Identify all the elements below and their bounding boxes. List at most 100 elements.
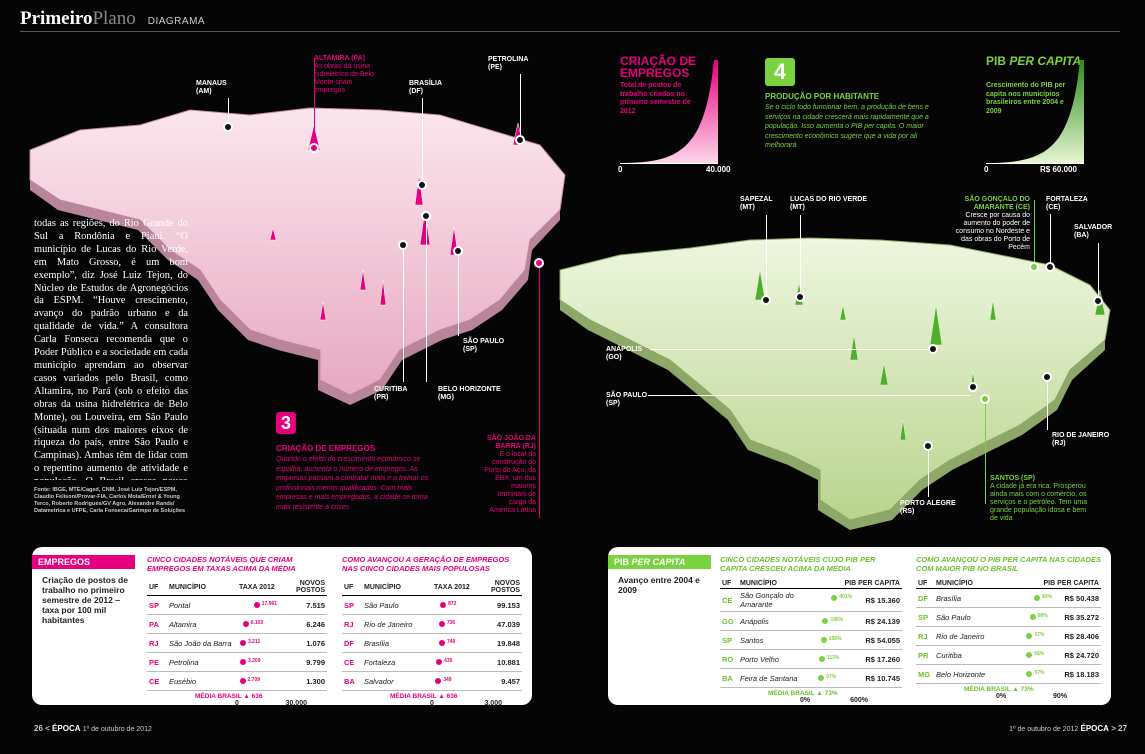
city-cell: Feira de Santana bbox=[738, 668, 814, 688]
table-row: RJ Rio de Janeiro 736 47.039 bbox=[342, 614, 522, 634]
section-label: DIAGRAMA bbox=[147, 16, 206, 27]
table2-title: COMO AVANÇOU A GERAÇÃO DE EMPREGOS NAS C… bbox=[342, 555, 510, 573]
table-row: RJ Rio de Janeiro 57% R$ 28.406 bbox=[916, 626, 1101, 646]
marker-manaus[interactable] bbox=[223, 122, 233, 132]
pct-dot bbox=[1026, 633, 1033, 639]
marker-petrolina[interactable] bbox=[515, 135, 525, 145]
label-salvador: SALVADOR (BA) bbox=[1074, 224, 1113, 240]
label-rio-de-janeiro: RIO DE JANEIRO (RJ) bbox=[1052, 432, 1110, 448]
city-cell: Eusébio bbox=[167, 671, 237, 691]
sources: Fonte: IBGE, MTE/Caged, CNM, José Luiz T… bbox=[34, 487, 185, 514]
marker-porto-alegre[interactable] bbox=[923, 441, 933, 451]
uf-cell: BA bbox=[720, 668, 738, 688]
pct-dot bbox=[1029, 614, 1036, 620]
pct-label: 195% bbox=[830, 617, 844, 623]
label-anapolis: ANÁPOLIS (GO) bbox=[606, 346, 643, 362]
pct-dot bbox=[818, 675, 825, 681]
empregos-desc: Criação de postos de trabalho no primeir… bbox=[42, 575, 128, 625]
uf-cell: RO bbox=[720, 649, 738, 669]
marker-sao-paulo-pib[interactable] bbox=[968, 382, 978, 392]
jobs-cell: 6.246 bbox=[277, 614, 327, 634]
city-cell: Belo Horizonte bbox=[934, 664, 1010, 684]
step-4-text: Se o ciclo todo funcionar bem, a produçã… bbox=[765, 104, 929, 149]
label-santos: SANTOS (SP) A cidade já era rica. Prospe… bbox=[990, 475, 1088, 523]
rate-label: 749 bbox=[446, 639, 456, 645]
uf-cell: MG bbox=[916, 664, 934, 684]
rate-label: 17.961 bbox=[261, 601, 278, 607]
pct-cell: 401% bbox=[814, 588, 854, 612]
marker-sao-goncalo[interactable] bbox=[1029, 262, 1039, 272]
uf-cell: PE bbox=[147, 652, 167, 672]
city-cell: São Paulo bbox=[362, 595, 432, 615]
jobs-cell: 10.881 bbox=[472, 652, 522, 672]
pib-table2-title: COMO AVANÇOU O PIB PER CAPITA NAS CIDADE… bbox=[916, 555, 1101, 573]
rate-dot bbox=[438, 621, 445, 627]
marker-lucas-do-rio-verde[interactable] bbox=[795, 292, 805, 302]
step-3-text: Quando o efeito do crescimento econômico… bbox=[276, 456, 429, 511]
pct-cell: 83% bbox=[1010, 588, 1052, 608]
jobs-cell: 99.153 bbox=[472, 595, 522, 615]
city-cell: Curitiba bbox=[934, 645, 1010, 665]
rate-dot bbox=[239, 659, 246, 665]
marker-fortaleza[interactable] bbox=[1045, 262, 1055, 272]
table-row: SP Santos 156% R$ 54.055 bbox=[720, 630, 902, 650]
pct-cell: 56% bbox=[1010, 645, 1050, 665]
pct-dot bbox=[1026, 671, 1033, 677]
rate-label: 3.209 bbox=[247, 658, 261, 664]
city-cell: Fortaleza bbox=[362, 652, 432, 672]
pib-value-cell: R$ 24.720 bbox=[1050, 645, 1101, 665]
rate-cell: 872 bbox=[432, 595, 472, 615]
label-sao-paulo-jobs: SÃO PAULO (SP) bbox=[463, 338, 505, 354]
marker-anapolis[interactable] bbox=[928, 344, 938, 354]
marker-curitiba[interactable] bbox=[398, 240, 408, 250]
pct-dot bbox=[1026, 652, 1033, 658]
marker-salvador[interactable] bbox=[1093, 296, 1103, 306]
pct-label: 156% bbox=[828, 636, 842, 642]
header-rule bbox=[20, 31, 1120, 32]
rate-label: 3.211 bbox=[247, 639, 261, 645]
pct-cell: 156% bbox=[814, 630, 854, 650]
label-belo-horizonte: BELO HORIZONTE (MG) bbox=[438, 386, 501, 402]
rate-cell: 3.211 bbox=[237, 633, 277, 653]
pct-label: 83% bbox=[1041, 594, 1052, 600]
marker-santos[interactable] bbox=[980, 394, 990, 404]
uf-cell: GO bbox=[720, 611, 738, 631]
city-cell: Petrolina bbox=[167, 652, 237, 672]
jobs-cell: 9.457 bbox=[472, 671, 522, 691]
pib-value-cell: R$ 54.055 bbox=[854, 630, 902, 650]
table-row: BA Salvador 349 9.457 bbox=[342, 671, 522, 691]
pct-dot bbox=[1033, 595, 1040, 601]
rate-dot bbox=[242, 621, 249, 627]
pct-dot bbox=[820, 637, 827, 643]
rate-cell: 736 bbox=[432, 614, 472, 634]
table-row: RJ São João da Barra 3.211 1.076 bbox=[147, 633, 327, 653]
rate-dot bbox=[438, 640, 445, 646]
marker-brasilia[interactable] bbox=[417, 180, 427, 190]
table-row: DF Brasília 83% R$ 50.438 bbox=[916, 588, 1101, 608]
label-sao-goncalo: SÃO GONÇALO DO AMARANTE (CE) Cresce por … bbox=[955, 196, 1030, 252]
label-altamira: ALTAMIRA (PA) As obras da usina hidrelét… bbox=[314, 55, 374, 95]
rate-dot bbox=[239, 678, 246, 684]
marker-rio-de-janeiro[interactable] bbox=[1042, 372, 1052, 382]
legend-jobs-max: 40.000 bbox=[706, 165, 731, 174]
table-row: PR Curitiba 56% R$ 24.720 bbox=[916, 645, 1101, 665]
table-row: SP São Paulo 872 99.153 bbox=[342, 595, 522, 615]
brand-bold: Primeiro bbox=[20, 8, 93, 29]
empregos-panel: EMPREGOS Criação de postos de trabalho n… bbox=[32, 547, 532, 707]
rate-dot bbox=[435, 678, 442, 684]
label-porto-alegre: PORTO ALEGRE (RS) bbox=[900, 500, 956, 516]
city-cell: Salvador bbox=[362, 671, 432, 691]
pib-value-cell: R$ 35.272 bbox=[1050, 607, 1101, 627]
marker-altamira[interactable] bbox=[309, 143, 319, 153]
label-fortaleza: FORTALEZA (CE) bbox=[1046, 196, 1088, 212]
uf-cell: CE bbox=[720, 588, 738, 612]
marker-sapezal[interactable] bbox=[761, 295, 771, 305]
pib-table-1: CINCO CIDADES NOTÁVEIS CUJO PIB PER CAPI… bbox=[720, 555, 902, 704]
table-row: PE Petrolina 3.209 9.799 bbox=[147, 652, 327, 672]
pct-label: 401% bbox=[839, 594, 853, 600]
marker-sao-joao-da-barra[interactable] bbox=[534, 258, 544, 268]
pct-label: 57% bbox=[1034, 670, 1045, 676]
legend-jobs-subtitle: Total de postos de trabalho criados no p… bbox=[620, 82, 691, 115]
jobs-cell: 47.039 bbox=[472, 614, 522, 634]
